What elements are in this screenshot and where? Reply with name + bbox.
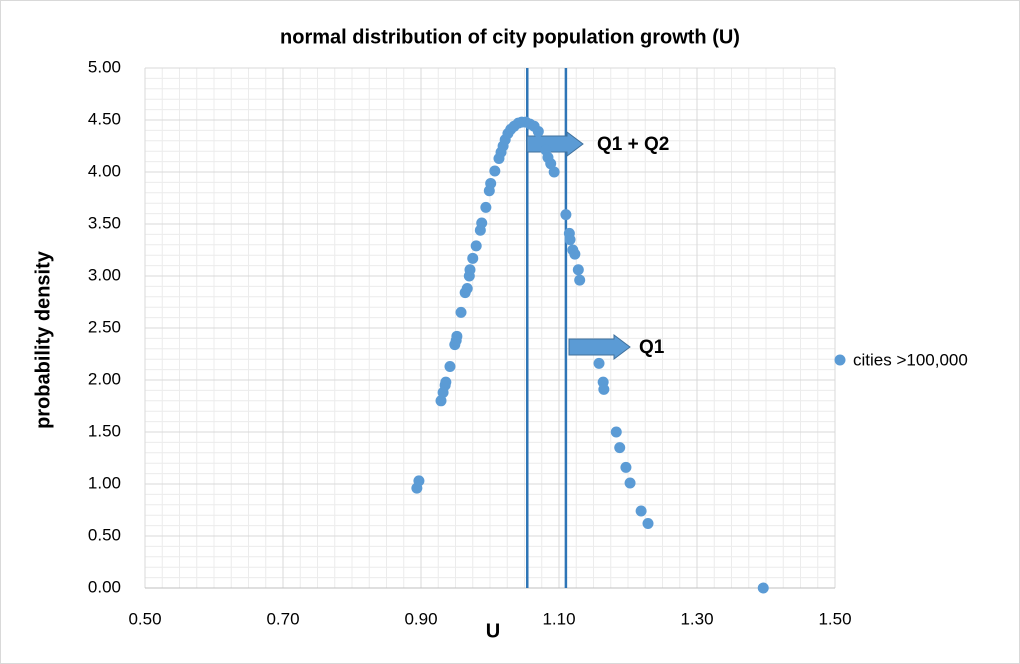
y-tick-label: 5.00 xyxy=(88,57,121,76)
y-tick-label: 1.00 xyxy=(88,473,121,492)
x-tick-label: 1.30 xyxy=(680,609,713,628)
y-tick-label: 3.50 xyxy=(88,213,121,232)
point xyxy=(610,426,622,438)
point xyxy=(455,306,467,318)
point xyxy=(480,201,492,213)
y-axis-title: probability density xyxy=(32,250,54,429)
y-tick-label: 3.00 xyxy=(88,265,121,284)
point xyxy=(620,461,632,473)
point xyxy=(532,125,544,137)
point xyxy=(624,477,636,489)
point xyxy=(642,518,654,530)
annotation: Q1 xyxy=(639,337,665,358)
point xyxy=(564,234,576,246)
point xyxy=(598,383,610,395)
y-tick-label: 4.50 xyxy=(88,109,121,128)
y-tick-label: 2.50 xyxy=(88,317,121,336)
y-tick-label: 1.50 xyxy=(88,421,121,440)
y-tick-label: 4.00 xyxy=(88,161,121,180)
legend-marker xyxy=(834,354,846,366)
x-tick-label: 0.70 xyxy=(266,609,299,628)
point xyxy=(467,252,479,264)
point xyxy=(560,209,572,221)
y-tick-label: 0.50 xyxy=(88,525,121,544)
point xyxy=(485,177,497,189)
point xyxy=(444,360,456,372)
point xyxy=(461,282,473,294)
point xyxy=(413,475,425,487)
point xyxy=(545,158,557,170)
point xyxy=(614,442,626,454)
point xyxy=(464,264,476,276)
point xyxy=(593,357,605,369)
point xyxy=(548,166,560,178)
point xyxy=(451,330,463,342)
x-tick-label: 1.10 xyxy=(542,609,575,628)
point xyxy=(476,217,488,229)
y-tick-label: 0.00 xyxy=(88,577,121,596)
y-tick-label: 2.00 xyxy=(88,369,121,388)
x-axis-title: U xyxy=(486,620,500,642)
point xyxy=(440,376,452,388)
point xyxy=(572,264,584,276)
point xyxy=(574,274,586,286)
arrow xyxy=(568,334,631,360)
x-tick-label: 1.50 xyxy=(818,609,851,628)
point xyxy=(470,240,482,252)
point xyxy=(569,248,581,260)
chart-title: normal distribution of city population g… xyxy=(280,26,740,48)
legend-label: cities >100,000 xyxy=(853,350,968,369)
x-tick-label: 0.90 xyxy=(404,609,437,628)
point xyxy=(489,165,501,177)
annotation: Q1 + Q2 xyxy=(597,134,669,155)
point xyxy=(635,505,647,517)
point xyxy=(435,395,447,407)
x-tick-label: 0.50 xyxy=(128,609,161,628)
point xyxy=(757,582,769,594)
